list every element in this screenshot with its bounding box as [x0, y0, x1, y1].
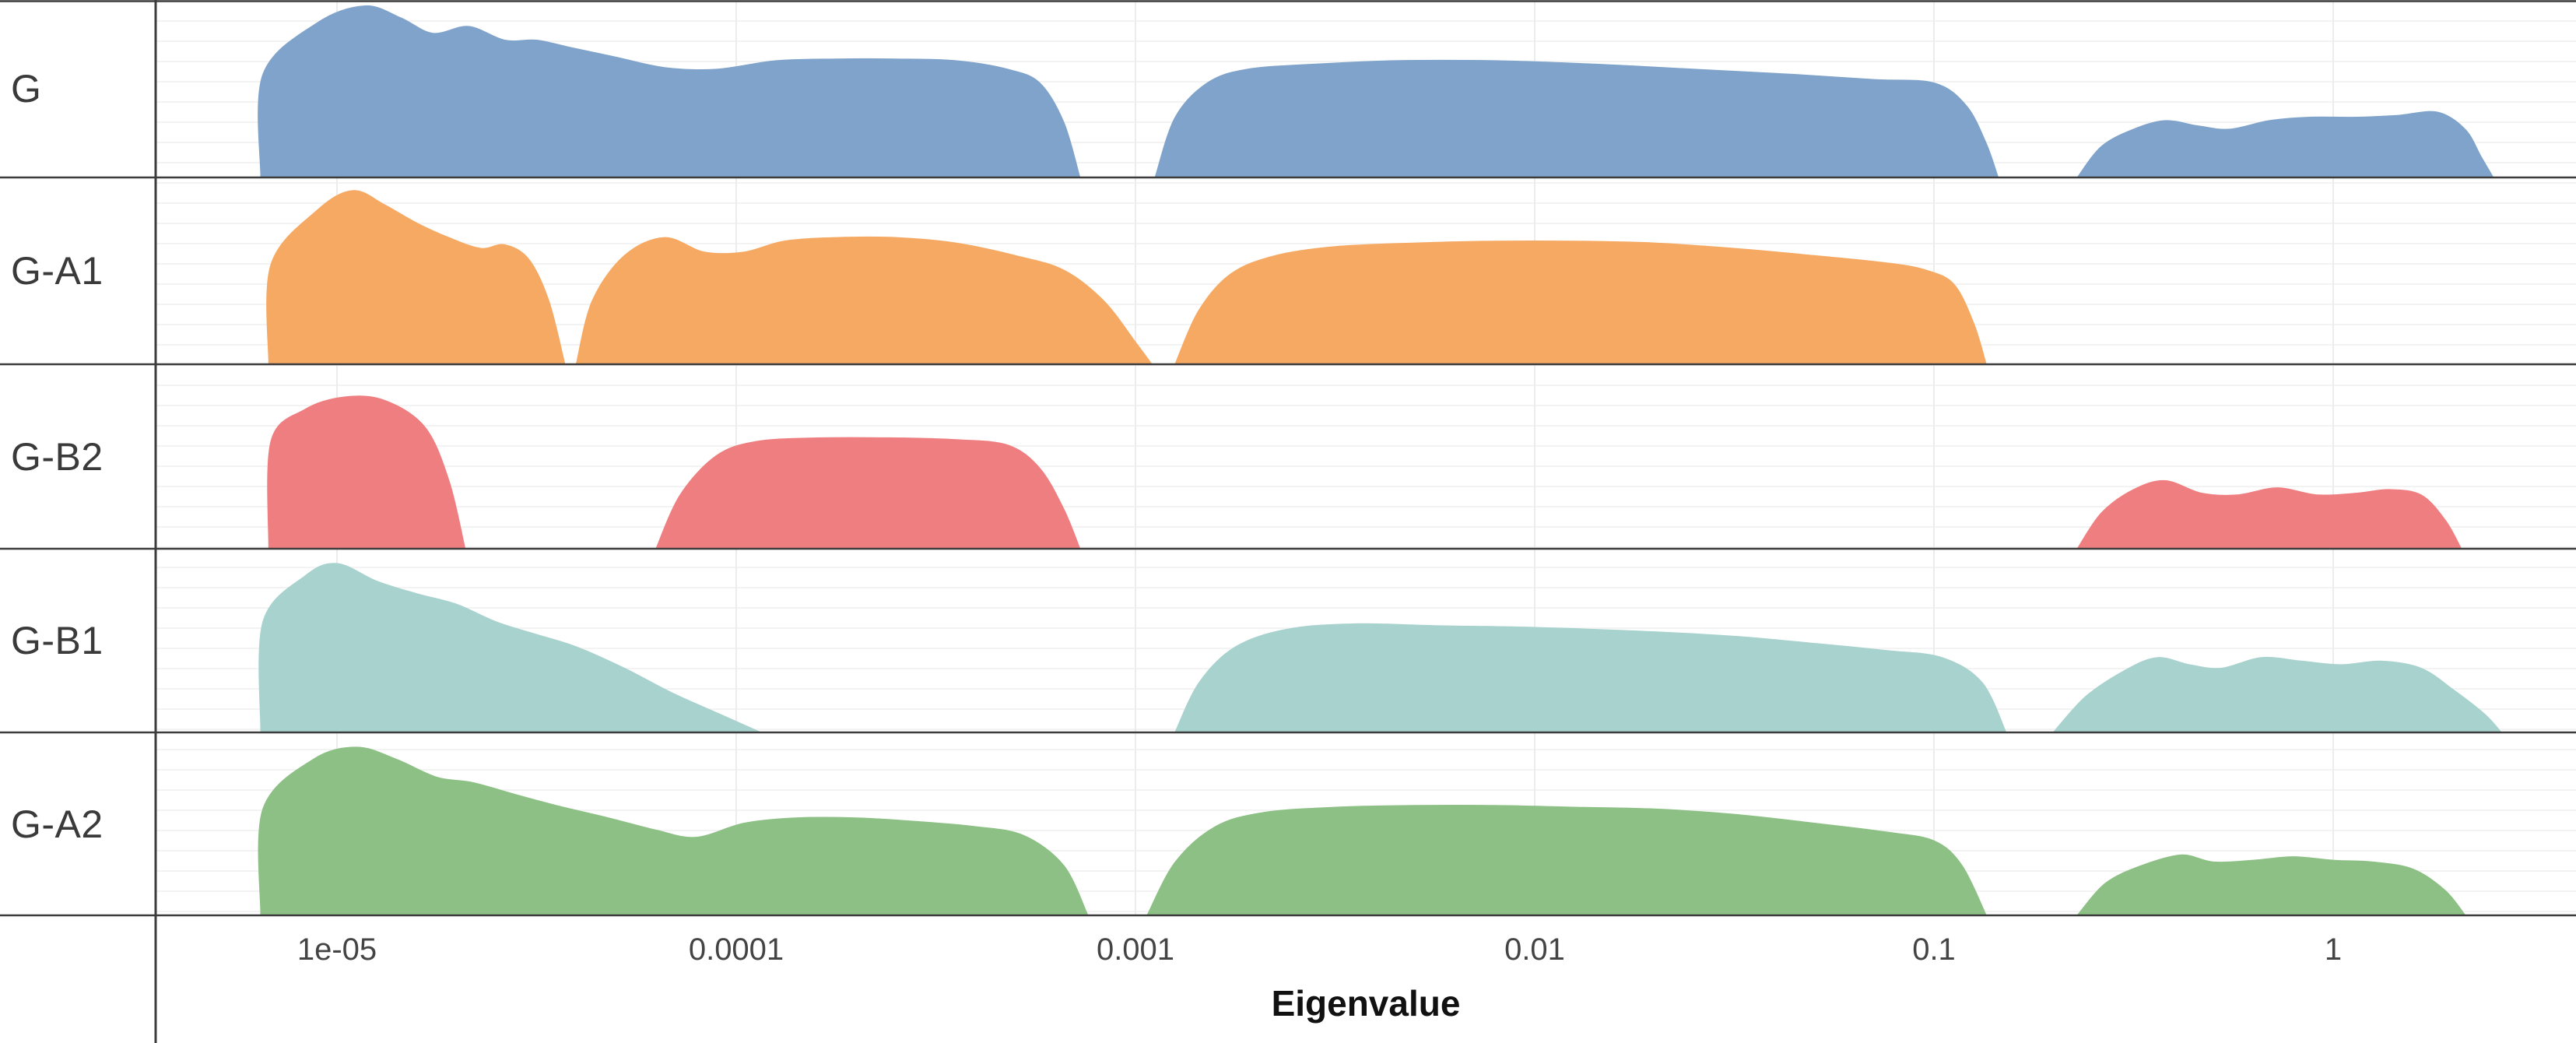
x-tick-0-0001: 0.0001	[688, 932, 784, 967]
x-tick-1e-05: 1e-05	[297, 932, 377, 967]
x-tick-0-001: 0.001	[1096, 932, 1175, 967]
row-label-g-b2: G-B2	[11, 434, 104, 479]
row-label-g-b1: G-B1	[11, 619, 104, 662]
x-tick-0-01: 0.01	[1504, 932, 1565, 967]
x-tick-1: 1	[2324, 932, 2343, 967]
x-tick-0-1: 0.1	[1912, 932, 1956, 967]
x-axis-title: Eigenvalue	[1271, 983, 1461, 1024]
row-label-g-a1: G-A1	[11, 249, 104, 293]
row-label-g-a2: G-A2	[11, 802, 104, 846]
row-label-g: G	[11, 67, 42, 111]
